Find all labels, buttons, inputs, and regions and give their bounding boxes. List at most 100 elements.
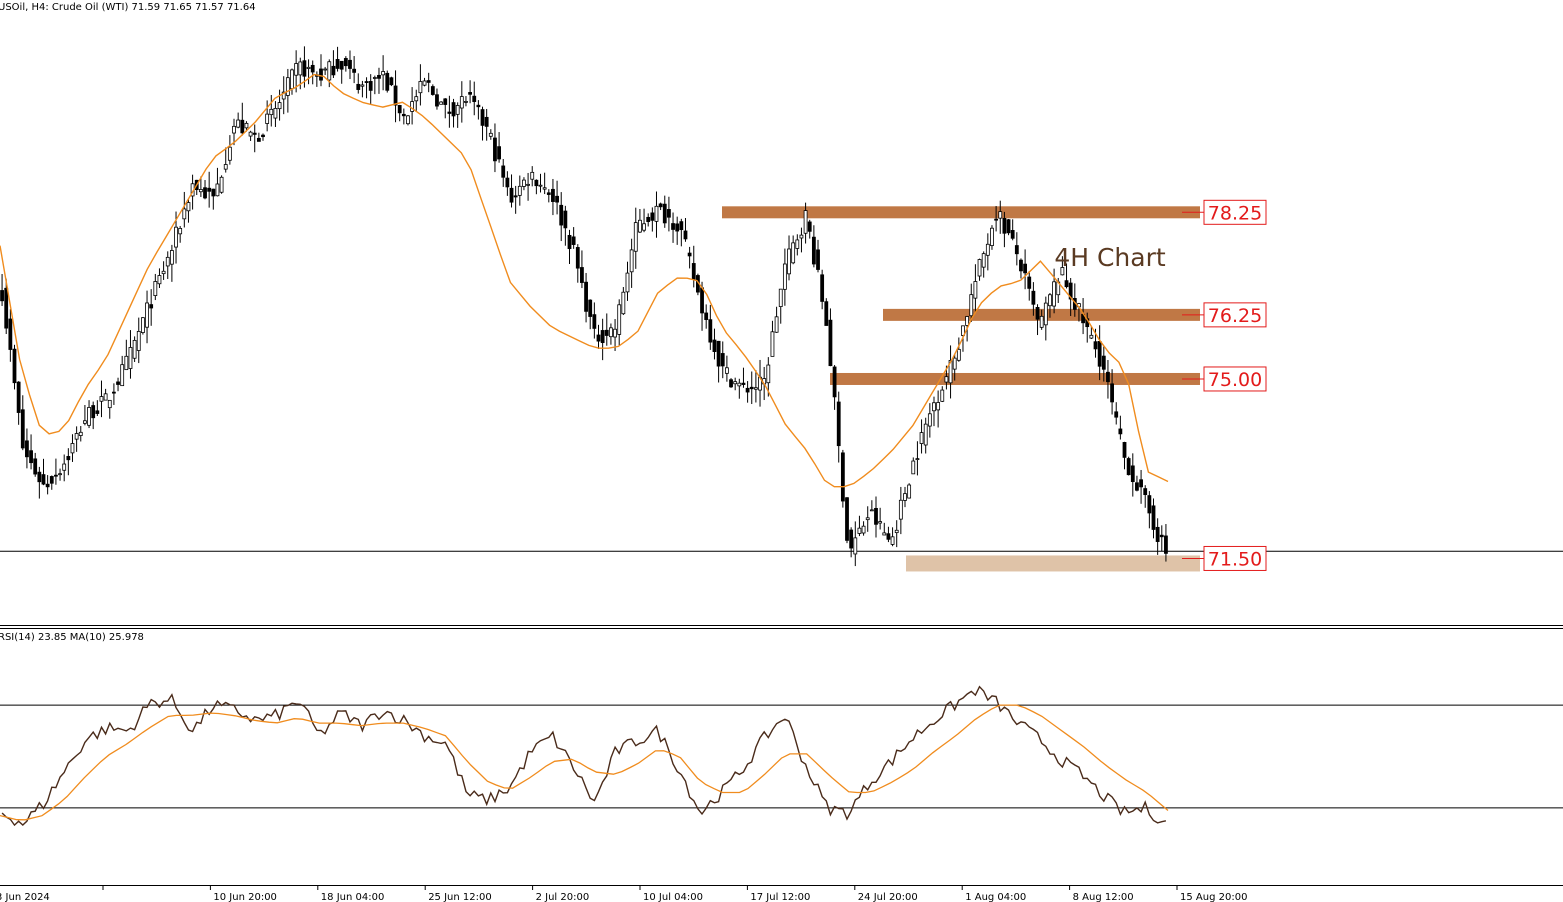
candle bbox=[256, 132, 261, 142]
candle bbox=[480, 106, 485, 141]
candle bbox=[894, 520, 899, 548]
candle bbox=[4, 278, 9, 335]
candle bbox=[1031, 282, 1036, 316]
candle bbox=[795, 234, 800, 256]
candle-body bbox=[1031, 290, 1036, 305]
candle-body bbox=[256, 137, 261, 142]
candle bbox=[207, 171, 212, 208]
candle-body bbox=[766, 364, 771, 384]
candle bbox=[513, 185, 518, 214]
candle bbox=[1052, 268, 1056, 314]
candle-body bbox=[20, 409, 25, 449]
candle-body bbox=[609, 327, 613, 338]
candle bbox=[468, 80, 472, 104]
candle-body bbox=[575, 247, 580, 269]
candle bbox=[977, 258, 982, 281]
candle-body bbox=[422, 80, 427, 86]
candle bbox=[435, 88, 439, 110]
candle bbox=[1130, 453, 1135, 497]
candle bbox=[319, 54, 323, 87]
candle-body bbox=[1122, 442, 1127, 458]
candle-body bbox=[903, 493, 907, 501]
candle-body bbox=[791, 242, 796, 264]
candle-body bbox=[795, 239, 800, 249]
candle-body bbox=[542, 187, 547, 190]
candle-body bbox=[1130, 465, 1135, 483]
candle bbox=[112, 383, 116, 405]
candle bbox=[571, 227, 576, 249]
candle-body bbox=[1068, 282, 1073, 300]
candle bbox=[998, 200, 1003, 234]
candle-body bbox=[215, 183, 220, 197]
candle-body bbox=[1010, 230, 1015, 239]
candle bbox=[716, 340, 721, 383]
candle bbox=[1164, 524, 1168, 562]
candle bbox=[20, 395, 25, 451]
candle-body bbox=[687, 252, 692, 257]
candle bbox=[406, 115, 410, 126]
candle bbox=[372, 75, 377, 95]
x-tick-label: 3 Jun 2024 bbox=[0, 892, 50, 902]
candle bbox=[25, 428, 29, 469]
candle bbox=[464, 96, 468, 107]
price-moving-average bbox=[0, 73, 1169, 488]
candle-body bbox=[745, 387, 750, 393]
candle-body bbox=[78, 431, 83, 436]
candle bbox=[551, 178, 555, 216]
candle-body bbox=[799, 234, 804, 239]
candle-body bbox=[1147, 495, 1152, 514]
candle-body bbox=[584, 281, 588, 312]
candle bbox=[526, 172, 530, 201]
candle bbox=[1139, 469, 1143, 504]
candle bbox=[95, 400, 100, 417]
candle bbox=[136, 317, 141, 364]
candle-body bbox=[45, 483, 50, 488]
candle-body bbox=[439, 101, 444, 105]
candle-body bbox=[621, 291, 626, 315]
candle-body bbox=[882, 532, 887, 536]
candle bbox=[149, 289, 154, 326]
candle-body bbox=[704, 312, 709, 320]
candle-body bbox=[691, 263, 696, 280]
candle-body bbox=[961, 325, 965, 336]
candle bbox=[120, 355, 125, 387]
candle-body bbox=[1118, 428, 1123, 435]
candle-body bbox=[782, 263, 787, 290]
candle-body bbox=[12, 348, 17, 384]
candle bbox=[654, 191, 659, 238]
candle bbox=[377, 67, 381, 94]
candle bbox=[704, 304, 709, 329]
candle bbox=[1039, 309, 1044, 330]
candle bbox=[323, 66, 328, 76]
candle bbox=[54, 458, 58, 485]
candle bbox=[410, 87, 415, 125]
candle-body bbox=[774, 316, 779, 333]
candle bbox=[157, 268, 162, 288]
level-labels: 78.25 76.25 75.00 71.50 bbox=[1182, 199, 1267, 571]
candle bbox=[248, 130, 253, 141]
candle bbox=[66, 448, 71, 476]
candle-body bbox=[952, 357, 957, 370]
candle-body bbox=[310, 64, 315, 73]
candle-body bbox=[430, 86, 435, 95]
candle-body bbox=[103, 393, 108, 401]
candle-body bbox=[1101, 355, 1106, 370]
candle bbox=[733, 377, 738, 391]
candle-body bbox=[919, 432, 924, 444]
candle bbox=[708, 304, 713, 350]
candle bbox=[869, 500, 874, 512]
candle-body bbox=[998, 211, 1003, 219]
candle bbox=[816, 239, 820, 273]
candle bbox=[596, 324, 601, 349]
candle bbox=[439, 101, 444, 105]
level-label-box bbox=[1203, 545, 1267, 571]
candle bbox=[542, 172, 547, 195]
candle bbox=[128, 330, 133, 379]
candle bbox=[29, 434, 33, 470]
candle bbox=[534, 179, 539, 195]
candle bbox=[103, 388, 108, 401]
candle bbox=[290, 68, 294, 95]
candle bbox=[898, 486, 903, 535]
level-label: 75.00 bbox=[1208, 369, 1262, 391]
